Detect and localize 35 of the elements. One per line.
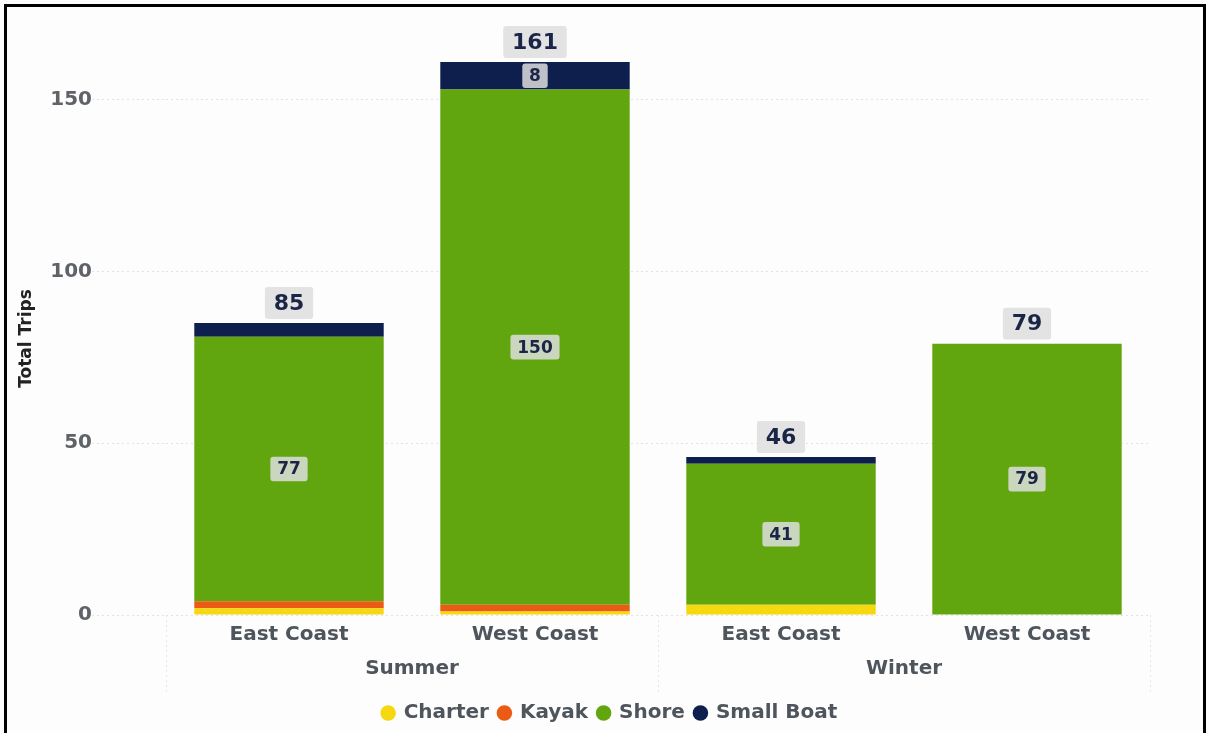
y-tick-label: 100 [50,257,92,282]
bar [686,457,876,464]
x-tick-label: East Coast [721,621,841,646]
x-tick-label: East Coast [229,621,349,646]
bar [932,343,1122,615]
y-tick-label: 50 [64,429,92,454]
data-label: 79 [1015,468,1039,489]
legend-label: Shore [619,699,685,724]
y-tick-label: 150 [50,85,92,110]
bar [194,601,384,609]
bar [440,611,630,615]
bar [686,604,876,615]
bar [194,608,384,615]
bar [194,323,384,337]
x-tick-label: West Coast [471,621,599,646]
bar [686,463,876,605]
total-label: 79 [1011,310,1043,336]
data-label: 41 [769,523,793,544]
bar [440,89,630,605]
data-label: 150 [517,336,553,357]
data-label: 8 [529,65,541,86]
text: Winter [865,655,943,680]
data-label: 77 [277,458,301,479]
bar [194,336,384,602]
total-label: 46 [765,423,797,449]
y-tick-label: 0 [78,601,92,626]
x-tick-label: West Coast [963,621,1091,646]
y-axis-title: Total Trips [14,289,35,388]
bar [440,604,630,612]
total-label: 161 [512,28,558,54]
legend-label: Kayak [519,699,589,724]
legend-label: Small Boat [715,699,838,724]
total-label: 85 [273,289,305,315]
text: Summer [365,655,460,680]
legend-label: Charter [403,699,490,724]
